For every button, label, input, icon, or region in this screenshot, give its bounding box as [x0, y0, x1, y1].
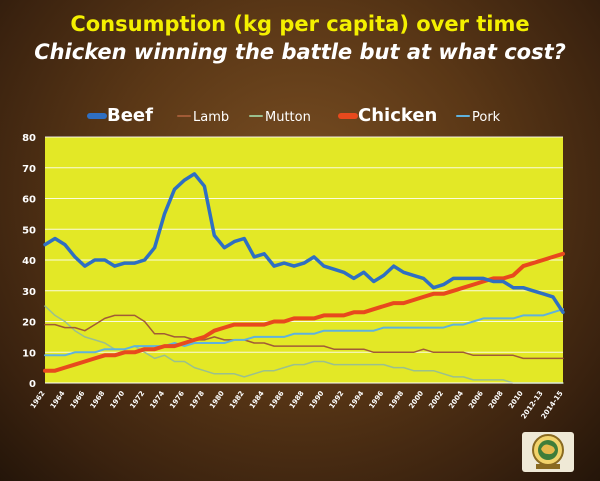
x-tick-label: 1998 [388, 389, 406, 410]
chart-subtitle: Chicken winning the battle but at what c… [34, 40, 566, 64]
x-tick-label: 1962 [29, 389, 47, 410]
badge-icon [532, 434, 564, 469]
y-tick-label: 70 [22, 164, 36, 175]
x-tick-label: 1972 [129, 389, 147, 410]
y-tick-label: 30 [22, 287, 36, 298]
legend-label-lamb: Lamb [193, 110, 229, 125]
series-line-chicken [43, 251, 565, 373]
x-tick-label: 2006 [467, 389, 485, 410]
x-tick-label: 1982 [228, 389, 246, 410]
y-tick-label: 0 [29, 379, 36, 390]
x-tick-label: 1994 [348, 389, 366, 410]
x-tick-label: 1990 [308, 389, 326, 410]
x-tick-label: 1996 [368, 389, 386, 410]
x-tick-label: 1986 [268, 389, 286, 410]
x-tick-label: 1988 [288, 389, 306, 410]
x-tick-label: 1964 [49, 389, 67, 410]
legend-label-chicken: Chicken [358, 105, 437, 126]
x-tick-label: 1984 [248, 389, 266, 410]
y-tick-label: 60 [22, 195, 36, 206]
x-tick-label: 1968 [89, 389, 107, 410]
y-tick-label: 40 [22, 256, 36, 267]
legend: Beef Lamb Mutton Chicken Pork [87, 105, 501, 126]
series-line-lamb [44, 314, 564, 360]
series-line-beef [43, 172, 565, 315]
x-tick-label: 1970 [109, 389, 127, 410]
x-tick-label: 1976 [168, 389, 186, 410]
x-tick-label: 2002 [427, 389, 445, 410]
x-tick-label: 2004 [447, 389, 465, 410]
x-tick-label: 2010 [507, 389, 525, 410]
y-tick-label: 80 [22, 133, 36, 144]
x-tick-label: 1980 [208, 389, 226, 410]
y-tick-label: 50 [22, 225, 36, 236]
series-line-pork [44, 308, 564, 357]
x-tick-label: 1974 [148, 389, 166, 410]
legend-label-mutton: Mutton [265, 110, 311, 125]
legend-label-beef: Beef [107, 105, 153, 126]
x-tick-label: 1992 [328, 389, 346, 410]
legend-label-pork: Pork [472, 110, 501, 125]
x-tick-label: 2000 [407, 389, 425, 410]
x-tick-label: 2008 [487, 389, 505, 410]
australian-badge-logo [522, 432, 574, 472]
x-tick-label: 1978 [188, 389, 206, 410]
chart-title: Consumption (kg per capita) over time [70, 12, 530, 36]
y-tick-label: 10 [22, 348, 36, 359]
series-lines [43, 172, 565, 384]
x-tick-label: 1966 [69, 389, 87, 410]
y-tick-label: 20 [22, 318, 36, 329]
